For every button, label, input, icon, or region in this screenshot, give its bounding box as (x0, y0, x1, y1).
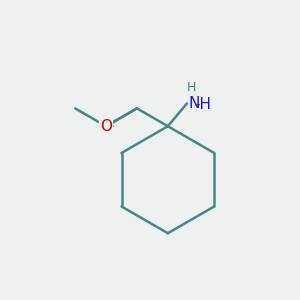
Text: H: H (187, 81, 196, 94)
Text: O: O (100, 119, 112, 134)
Text: -H: -H (194, 97, 212, 112)
Text: N: N (188, 96, 200, 111)
